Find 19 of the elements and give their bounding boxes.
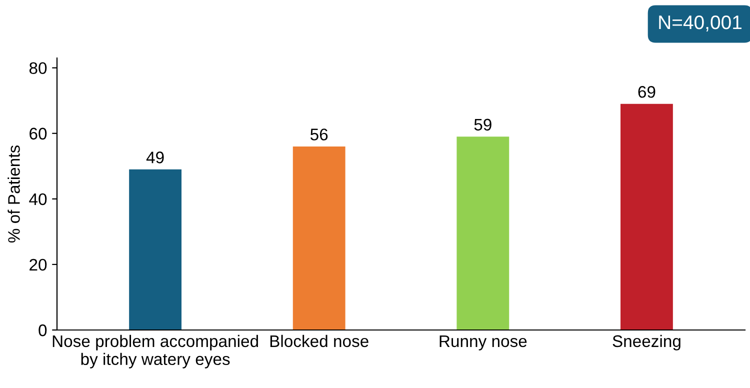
y-tick-label: 0 (38, 324, 47, 336)
y-tick-label: 40 (29, 193, 47, 206)
bar (292, 146, 346, 330)
y-axis-title: % of Patients (8, 146, 20, 243)
x-tick-label: Blocked nose (270, 334, 368, 348)
x-tick-label: Sneezing (612, 334, 680, 350)
x-tick-label: Runny nose (440, 335, 527, 350)
y-tick-label: 20 (30, 258, 47, 271)
data-label: 69 (638, 86, 656, 98)
bar (456, 136, 510, 330)
data-label: 56 (310, 128, 328, 140)
y-tick-label: 60 (30, 128, 47, 140)
bar (620, 104, 673, 330)
bar (129, 169, 182, 330)
data-label: 59 (474, 118, 492, 131)
data-label: 49 (146, 152, 164, 164)
y-tick-label: 80 (29, 62, 47, 74)
text: N=40,001 (659, 15, 742, 32)
x-tick-label: Nose problem accompanied by itchy watery eyes (52, 334, 258, 368)
